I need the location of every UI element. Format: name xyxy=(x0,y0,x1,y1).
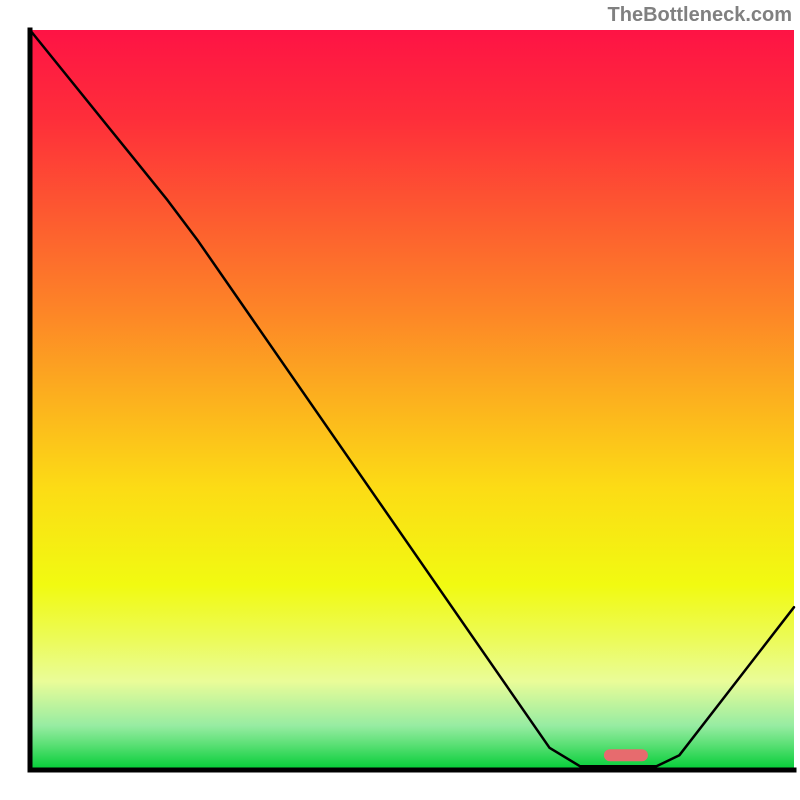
gradient-background xyxy=(30,30,794,770)
bottleneck-chart: TheBottleneck.com xyxy=(0,0,800,800)
optimal-marker xyxy=(604,749,648,761)
attribution-label: TheBottleneck.com xyxy=(608,4,792,27)
chart-svg xyxy=(0,0,800,800)
